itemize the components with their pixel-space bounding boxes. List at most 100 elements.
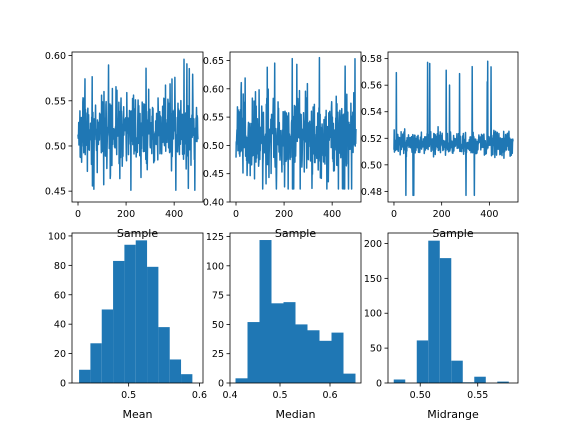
- histogram-bar: [331, 332, 344, 383]
- axis-ticks: 0.5 0.6 0 20 40 60 80 100: [48, 231, 207, 401]
- y-tick-label: 0.48: [361, 187, 382, 198]
- y-tick-label: 0: [376, 379, 382, 390]
- plot-frame: [387, 51, 519, 203]
- x-tick-label: 400: [323, 209, 341, 220]
- axis-ticks: 0.4 0.5 0.6 0 25 50 75 100 125: [206, 232, 338, 401]
- x-tick-label: 0.4: [222, 390, 237, 401]
- y-tick-label: 40: [54, 320, 66, 331]
- y-tick-label: 50: [370, 344, 382, 355]
- y-tick-label: 0.50: [361, 160, 382, 171]
- x-tick-label: 200: [433, 209, 451, 220]
- histogram-bar: [416, 340, 429, 383]
- x-axis-label: Mean: [123, 408, 153, 421]
- panel-histogram-median: 0.4 0.5 0.6 0 25 50 75 100 125 Median: [206, 232, 362, 421]
- histogram-bar: [90, 343, 102, 383]
- histogram-bar: [451, 360, 463, 383]
- x-tick-label: 0: [75, 209, 81, 220]
- y-tick-label: 0.50: [203, 141, 224, 152]
- histogram-bar: [101, 309, 114, 383]
- histogram-bar: [113, 260, 125, 383]
- y-tick-label: 80: [54, 261, 66, 272]
- x-tick-label: 0.5: [121, 390, 136, 401]
- axis-ticks: 0 200 400 0.40 0.45 0.50 0.55 0.60 0.65: [203, 56, 341, 220]
- x-tick-label: 200: [275, 209, 293, 220]
- histogram-bar: [259, 240, 272, 383]
- histogram-bars-mean: [79, 240, 193, 383]
- plot-frame: [71, 51, 204, 203]
- histogram-bar: [497, 381, 509, 383]
- x-tick-label: 0.55: [467, 390, 488, 401]
- histogram-bar: [169, 359, 182, 383]
- histogram-bar: [439, 258, 452, 383]
- histogram-bars-median: [235, 240, 356, 384]
- x-tick-label: 400: [480, 209, 498, 220]
- x-tick-label: 400: [165, 209, 183, 220]
- panel-sample-median: 0 200 400 0.40 0.45 0.50 0.55 0.60 0.65 Sample: [203, 51, 362, 240]
- y-tick-label: 125: [206, 232, 224, 243]
- histogram-bar: [343, 373, 356, 384]
- y-tick-label: 0.56: [361, 81, 382, 92]
- y-tick-label: 100: [48, 231, 66, 242]
- y-tick-label: 0.55: [45, 96, 66, 107]
- series-line-0: [393, 60, 514, 197]
- histogram-bar: [283, 302, 296, 383]
- y-tick-label: 75: [212, 291, 224, 302]
- y-tick-label: 0.55: [203, 113, 224, 124]
- histogram-bar: [147, 266, 159, 383]
- y-tick-label: 20: [54, 349, 66, 360]
- x-axis-label: Sample: [275, 227, 316, 240]
- axis-ticks: 0 200 400 0.48 0.50 0.52 0.54 0.56 0.58: [361, 54, 499, 220]
- y-tick-label: 0.60: [203, 84, 224, 95]
- histogram-bar: [307, 330, 320, 383]
- y-tick-label: 0.40: [203, 198, 224, 209]
- y-tick-label: 0.50: [45, 141, 66, 152]
- x-tick-label: 0.6: [322, 390, 337, 401]
- line-series-median: [235, 56, 357, 190]
- histogram-bar: [295, 324, 308, 383]
- y-tick-label: 200: [364, 239, 382, 250]
- panel-histogram-midrange: 0.50 0.55 0 50 100 150 200 Midrange: [364, 232, 519, 421]
- x-axis-label: Median: [275, 408, 315, 421]
- x-axis-label: Sample: [432, 227, 473, 240]
- y-tick-label: 100: [364, 309, 382, 320]
- histogram-bar: [474, 376, 486, 383]
- histogram-bar: [235, 378, 248, 383]
- histogram-bar: [428, 240, 440, 383]
- histogram-bar: [79, 369, 91, 383]
- histogram-bar: [319, 340, 332, 383]
- y-tick-label: 0.52: [361, 134, 382, 145]
- plot-frame: [387, 232, 519, 384]
- x-tick-label: 0.6: [192, 390, 207, 401]
- series-line-0: [235, 56, 357, 190]
- axis-ticks: 0 200 400 0.45 0.50 0.55 0.60: [45, 51, 183, 220]
- histogram-bar: [124, 244, 136, 383]
- histogram-bar: [271, 303, 284, 383]
- axis-ticks: 0.50 0.55 0 50 100 150 200: [364, 239, 488, 401]
- line-series-midrange: [393, 60, 514, 197]
- plot-frame: [229, 232, 362, 384]
- y-tick-label: 60: [54, 290, 66, 301]
- panel-histogram-mean: 0.5 0.6 0 20 40 60 80 100 Mean: [48, 231, 207, 421]
- x-axis-label: Sample: [117, 227, 158, 240]
- panel-sample-midrange: 0 200 400 0.48 0.50 0.52 0.54 0.56 0.58 Sample: [361, 51, 519, 240]
- x-tick-label: 0.50: [410, 390, 431, 401]
- series-line-0: [77, 58, 199, 191]
- y-tick-label: 100: [206, 261, 224, 272]
- y-tick-label: 150: [364, 274, 382, 285]
- y-tick-label: 0.58: [361, 54, 382, 65]
- x-tick-label: 0: [233, 209, 239, 220]
- y-tick-label: 0: [218, 379, 224, 390]
- histogram-bar: [158, 327, 170, 383]
- x-tick-label: 0.5: [272, 390, 287, 401]
- y-tick-label: 0: [60, 379, 66, 390]
- histogram-bar: [135, 240, 148, 383]
- histogram-bar: [181, 374, 193, 383]
- x-tick-label: 0: [391, 209, 397, 220]
- y-tick-label: 0.60: [45, 51, 66, 62]
- plot-frame: [229, 51, 362, 203]
- histogram-bar: [393, 379, 406, 383]
- x-tick-label: 200: [117, 209, 135, 220]
- panel-sample-mean: 0 200 400 0.45 0.50 0.55 0.60 Sample: [45, 51, 204, 240]
- x-axis-label: Midrange: [427, 408, 479, 421]
